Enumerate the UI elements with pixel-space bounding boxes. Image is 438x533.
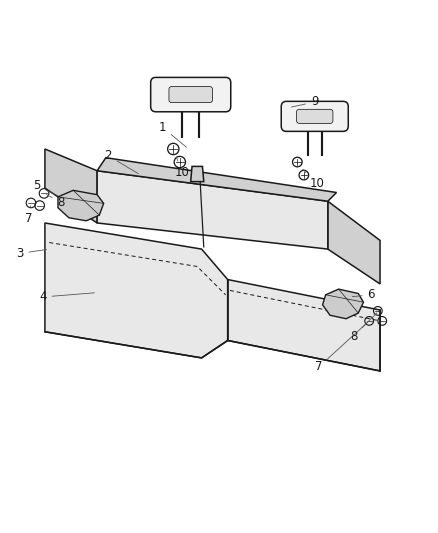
Polygon shape	[45, 149, 97, 223]
Text: 5: 5	[33, 180, 58, 196]
Text: 10: 10	[303, 169, 325, 190]
Polygon shape	[328, 201, 380, 284]
Text: 3: 3	[16, 247, 46, 260]
Text: 9: 9	[291, 95, 318, 109]
Polygon shape	[322, 289, 364, 319]
Text: 8: 8	[46, 195, 65, 208]
Text: 6: 6	[352, 288, 375, 301]
Text: 1: 1	[159, 121, 187, 147]
Polygon shape	[97, 171, 328, 249]
Polygon shape	[228, 279, 380, 371]
Polygon shape	[97, 158, 336, 201]
Text: 7: 7	[25, 206, 32, 225]
FancyBboxPatch shape	[297, 109, 333, 123]
Text: 4: 4	[39, 290, 94, 303]
Polygon shape	[45, 223, 228, 358]
Text: 10: 10	[175, 157, 190, 180]
FancyBboxPatch shape	[169, 86, 212, 102]
Text: 2: 2	[104, 149, 138, 174]
Text: 7: 7	[315, 323, 367, 373]
FancyBboxPatch shape	[151, 77, 231, 112]
Text: 8: 8	[350, 313, 377, 343]
Polygon shape	[58, 190, 104, 221]
Polygon shape	[191, 166, 204, 182]
FancyBboxPatch shape	[281, 101, 348, 131]
